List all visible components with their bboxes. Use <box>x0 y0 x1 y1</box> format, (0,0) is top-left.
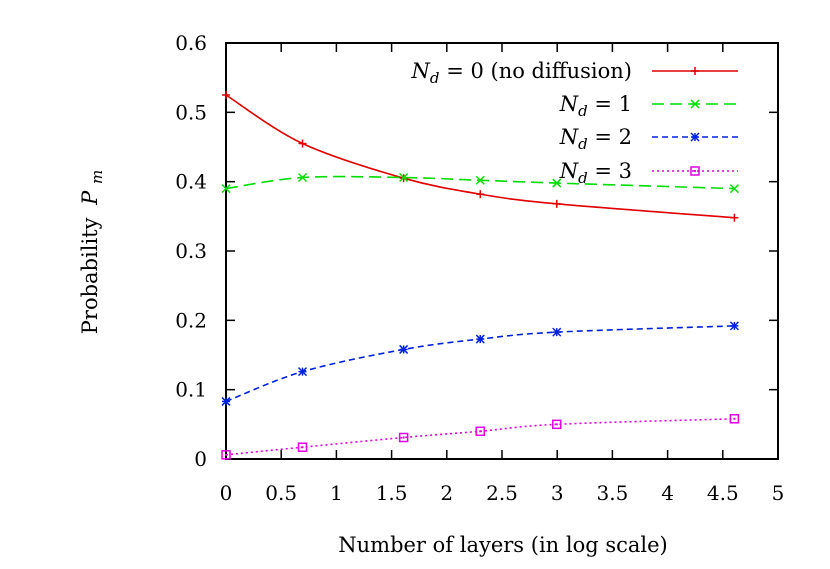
legend-label-3: Nd = 3 <box>559 159 632 187</box>
data-point-series-1 <box>475 175 485 185</box>
data-point-series-0 <box>476 190 485 199</box>
data-point-series-3 <box>297 442 308 452</box>
y-axis-label: Probability P m <box>78 170 106 334</box>
x-tick-label: 3.5 <box>596 481 628 505</box>
y-axis-label-text: Probability <box>78 217 102 334</box>
data-point-series-2 <box>399 344 409 354</box>
x-tick-label: 4.5 <box>707 481 739 505</box>
legend-label-0: Nd = 0 (no diffusion) <box>411 59 632 87</box>
legend-marker-3 <box>690 166 700 176</box>
x-tick-label: 1.5 <box>376 481 408 505</box>
data-point-series-0 <box>298 139 307 148</box>
data-point-series-2 <box>221 396 231 406</box>
data-point-series-1 <box>552 178 562 188</box>
y-tick-label: 0.4 <box>175 170 207 194</box>
legend-marker-2 <box>690 132 700 142</box>
plot-area <box>225 42 779 460</box>
y-tick-label: 0.1 <box>175 378 207 402</box>
data-point-series-1 <box>399 172 409 183</box>
y-tick-label: 0.2 <box>175 308 207 332</box>
x-tick-label: 5 <box>772 481 785 505</box>
series-line-2 <box>225 325 735 403</box>
series-group <box>221 91 740 460</box>
x-tick-label: 0 <box>220 481 233 505</box>
data-point-series-0 <box>552 199 561 208</box>
x-tick-label: 2 <box>440 481 453 505</box>
data-point-series-1 <box>297 172 308 183</box>
plot-frame <box>225 42 779 460</box>
data-point-series-2 <box>297 367 308 377</box>
x-tick-label: 3 <box>551 481 564 505</box>
y-axis-label-subscript: m <box>88 170 106 184</box>
legend: Nd = 0 (no diffusion) Nd = 1 Nd = 2 Nd = 3 <box>411 59 738 187</box>
data-point-series-0 <box>730 213 739 222</box>
y-tick-label: 0.3 <box>175 239 207 263</box>
y-tick-label: 0.6 <box>175 31 207 55</box>
legend-label-1: Nd = 1 <box>559 92 632 120</box>
data-point-series-3 <box>729 414 740 424</box>
x-tick-label: 0.5 <box>265 481 297 505</box>
x-tick-label: 2.5 <box>486 481 518 505</box>
x-tick-label: 4 <box>661 481 674 505</box>
data-point-series-3 <box>552 419 562 430</box>
series-line-3 <box>225 417 735 456</box>
x-axis: 0 0.5 1 1.5 2 2.5 3 3.5 4 4.5 5 <box>220 43 785 505</box>
x-tick-label: 1 <box>330 481 343 505</box>
data-point-series-3 <box>475 426 486 437</box>
legend-label-2: Nd = 2 <box>559 125 632 153</box>
data-point-series-1 <box>221 184 231 194</box>
data-point-series-0 <box>222 91 230 99</box>
data-point-series-3 <box>221 450 231 460</box>
y-axis: 0 0.1 0.2 0.3 0.4 0.5 0.6 <box>175 31 778 471</box>
data-point-series-2 <box>729 321 739 331</box>
data-point-series-3 <box>398 432 409 443</box>
y-tick-label: 0 <box>194 447 207 471</box>
legend-marker-0 <box>691 67 699 75</box>
y-axis-label-symbol: P <box>78 190 102 206</box>
y-tick-label: 0.5 <box>175 100 207 124</box>
data-point-series-2 <box>475 334 485 344</box>
data-point-series-1 <box>729 184 739 194</box>
x-axis-label: Number of layers (in log scale) <box>338 533 668 557</box>
legend-marker-1 <box>690 99 700 109</box>
series-line-0 <box>225 94 735 219</box>
data-point-series-2 <box>552 327 562 337</box>
